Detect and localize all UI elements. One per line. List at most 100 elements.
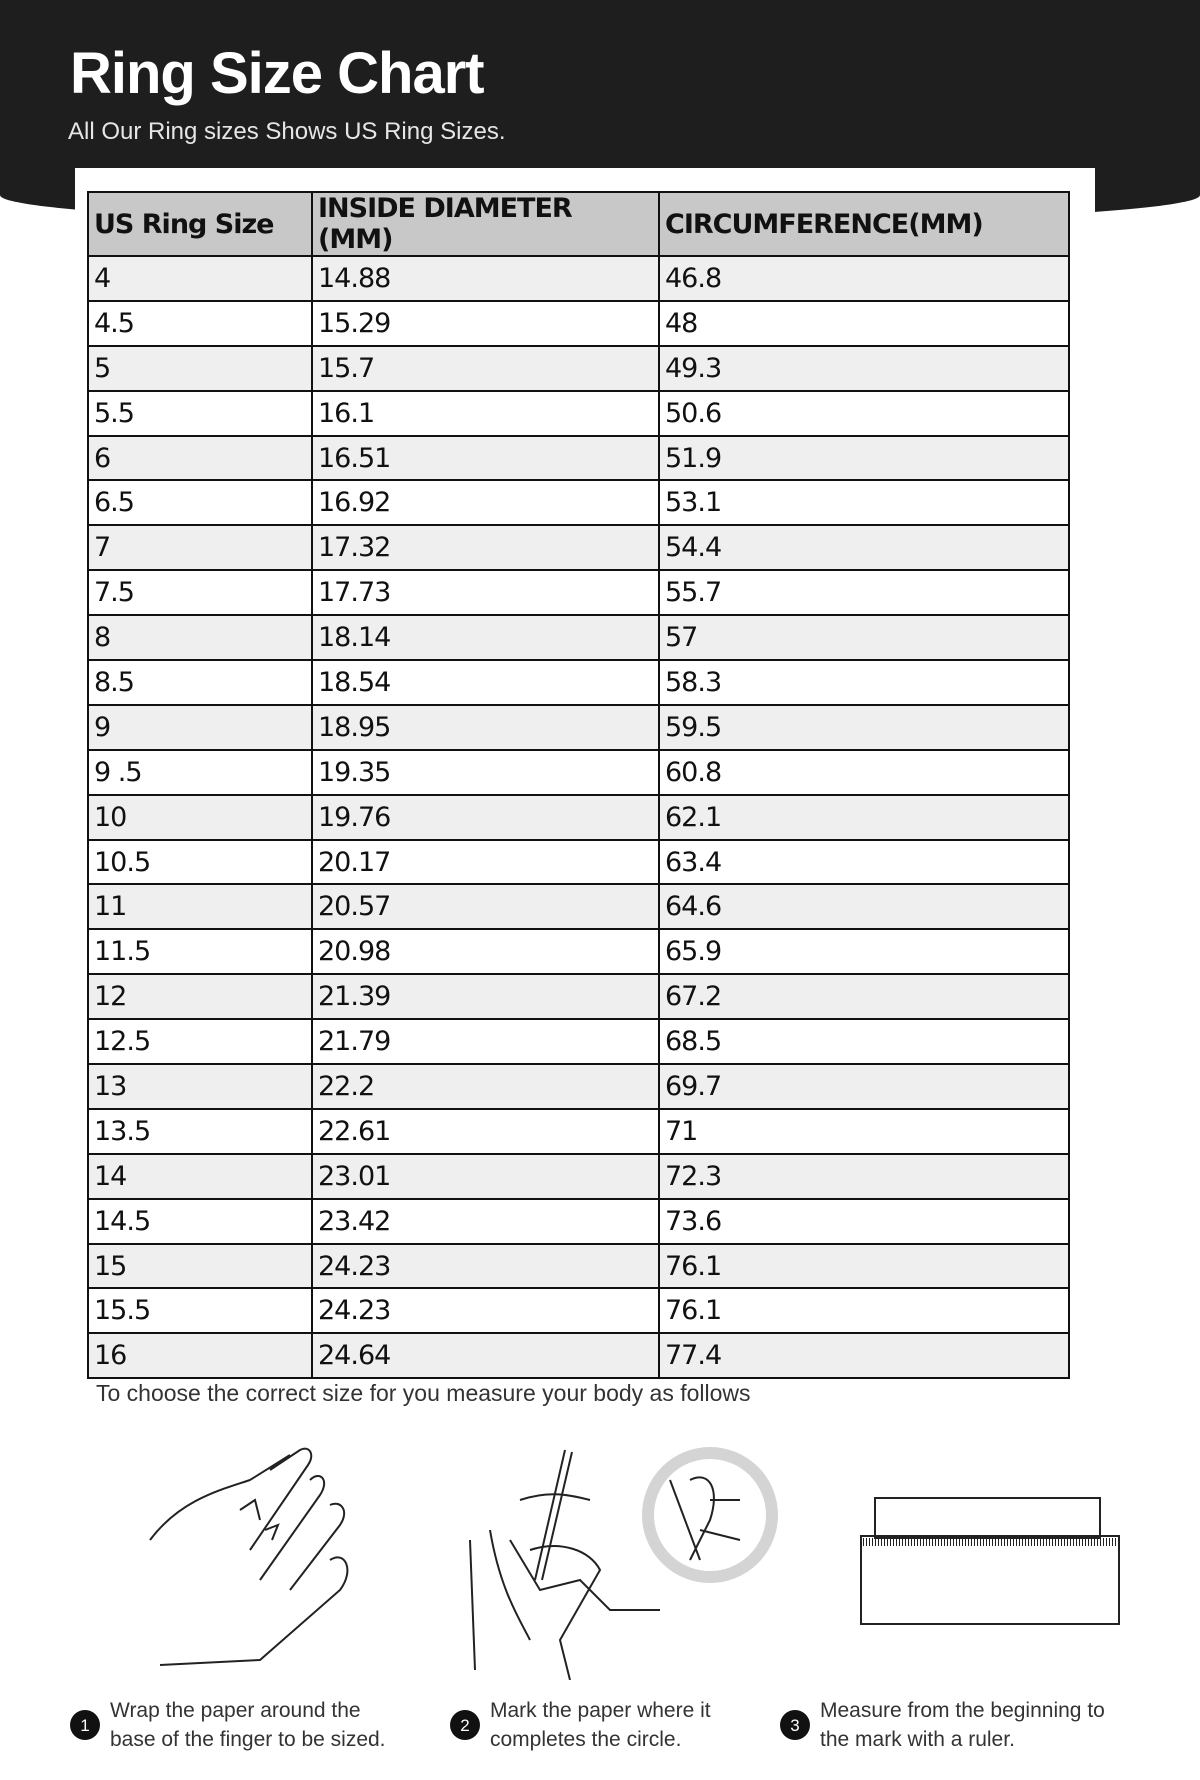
table-cell: 72.3: [658, 1152, 1070, 1200]
table-cell: 5.5: [87, 389, 313, 437]
table-cell: 14.88: [311, 255, 660, 302]
table-cell: 12: [87, 973, 313, 1021]
table-row: 12.5 21.79 68.5: [87, 1018, 1070, 1066]
step-text: Wrap the paper around the: [110, 1699, 361, 1722]
table-cell: 58.3: [658, 659, 1070, 706]
table-cell: 19.35: [311, 748, 660, 796]
column-header: CIRCUMFERENCE(MM): [658, 191, 1070, 257]
step-number-badge: 1: [70, 1710, 100, 1740]
table-cell: 20.57: [311, 883, 660, 931]
table-cell: 9: [87, 703, 313, 751]
table-cell: 69.7: [658, 1063, 1070, 1110]
table-cell: 7.5: [87, 569, 313, 617]
table-cell: 50.6: [658, 389, 1070, 437]
table-cell: 76.1: [658, 1287, 1070, 1335]
table-row: 7 17.32 54.4: [87, 524, 1070, 572]
table-cell: 10.5: [87, 838, 313, 886]
table-cell: 55.7: [658, 569, 1070, 617]
table-cell: 11: [87, 883, 313, 931]
table-row: 8.5 18.54 58.3: [87, 659, 1070, 706]
table-cell: 57: [658, 614, 1070, 662]
step-text: completes the circle.: [490, 1728, 682, 1751]
step-text: base of the finger to be sized.: [110, 1728, 386, 1751]
table-cell: 67.2: [658, 973, 1070, 1021]
table-cell: 12.5: [87, 1018, 313, 1066]
table-cell: 6: [87, 434, 313, 482]
table-row: 14.5 23.42 73.6: [87, 1197, 1070, 1245]
table-cell: 4: [87, 255, 313, 302]
table-row: 11 20.57 64.6: [87, 883, 1070, 931]
table-cell: 71: [658, 1107, 1070, 1155]
table-cell: 53.1: [658, 479, 1070, 527]
table-row: 8 18.14 57: [87, 614, 1070, 662]
table-cell: 16.1: [311, 389, 660, 437]
step-number-badge: 3: [780, 1710, 810, 1740]
table-cell: 15.5: [87, 1287, 313, 1335]
table-cell: 23.01: [311, 1152, 660, 1200]
table-row: 9 18.95 59.5: [87, 703, 1070, 751]
table-cell: 16: [87, 1332, 313, 1380]
table-cell: 16.51: [311, 434, 660, 482]
table-cell: 6.5: [87, 479, 313, 527]
table-cell: 7: [87, 524, 313, 572]
table-cell: 18.54: [311, 659, 660, 706]
table-cell: 22.2: [311, 1063, 660, 1110]
table-row: 12 21.39 67.2: [87, 973, 1070, 1021]
table-row: 13 22.2 69.7: [87, 1063, 1070, 1110]
table-row: 9 .5 19.35 60.8: [87, 748, 1070, 796]
table-row: 5.5 16.1 50.6: [87, 389, 1070, 437]
table-cell: 21.79: [311, 1018, 660, 1066]
step-number-badge: 2: [450, 1710, 480, 1740]
table-row: 14 23.01 72.3: [87, 1152, 1070, 1200]
step-1: 1 Wrap the paper around the base of the f…: [70, 1696, 386, 1754]
table-cell: 63.4: [658, 838, 1070, 886]
step-3: 3 Measure from the beginning to the mark …: [780, 1696, 1105, 1754]
table-row: 6 16.51 51.9: [87, 434, 1070, 482]
table-cell: 8: [87, 614, 313, 662]
table-row: 5 15.7 49.3: [87, 344, 1070, 392]
page-subtitle: All Our Ring sizes Shows US Ring Sizes.: [68, 118, 506, 145]
table-cell: 13: [87, 1063, 313, 1110]
table-cell: 48: [658, 299, 1070, 347]
table-cell: 20.98: [311, 928, 660, 976]
table-cell: 21.39: [311, 973, 660, 1021]
table-cell: 49.3: [658, 344, 1070, 392]
table-cell: 23.42: [311, 1197, 660, 1245]
table-cell: 17.73: [311, 569, 660, 617]
table-cell: 14: [87, 1152, 313, 1200]
table-row: 15 24.23 76.1: [87, 1242, 1070, 1290]
table-cell: 24.64: [311, 1332, 660, 1380]
table-cell: 24.23: [311, 1242, 660, 1290]
table-cell: 5: [87, 344, 313, 392]
hand-mark-paper-illustration: [469, 1447, 778, 1680]
table-cell: 22.61: [311, 1107, 660, 1155]
table-cell: 9 .5: [87, 748, 313, 796]
step-2: 2 Mark the paper where it completes the c…: [450, 1696, 711, 1754]
table-cell: 65.9: [658, 928, 1070, 976]
table-row: 7.5 17.73 55.7: [87, 569, 1070, 617]
step-text: the mark with a ruler.: [820, 1728, 1015, 1751]
step-text: Measure from the beginning to: [820, 1699, 1105, 1722]
column-header: INSIDE DIAMETER (MM): [311, 191, 660, 257]
page-title: Ring Size Chart: [70, 41, 485, 106]
table-cell: 18.95: [311, 703, 660, 751]
table-cell: 62.1: [658, 793, 1070, 841]
table-cell: 24.23: [311, 1287, 660, 1335]
table-header-row: US Ring Size INSIDE DIAMETER (MM) CIRCUM…: [87, 191, 1070, 257]
instructions-intro: To choose the correct size for you measu…: [96, 1380, 751, 1406]
table-row: 4 14.88 46.8: [87, 255, 1070, 302]
table-row: 10.5 20.17 63.4: [87, 838, 1070, 886]
table-cell: 20.17: [311, 838, 660, 886]
table-cell: 15.29: [311, 299, 660, 347]
table-cell: 60.8: [658, 748, 1070, 796]
table-row: 4.5 15.29 48: [87, 299, 1070, 347]
table-row: 10 19.76 62.1: [87, 793, 1070, 841]
table-cell: 73.6: [658, 1197, 1070, 1245]
table-cell: 13.5: [87, 1107, 313, 1155]
table-cell: 4.5: [87, 299, 313, 347]
table-cell: 8.5: [87, 659, 313, 706]
step-text: Mark the paper where it: [490, 1699, 711, 1722]
table-cell: 11.5: [87, 928, 313, 976]
table-cell: 54.4: [658, 524, 1070, 572]
table-row: 16 24.64 77.4: [87, 1332, 1070, 1380]
